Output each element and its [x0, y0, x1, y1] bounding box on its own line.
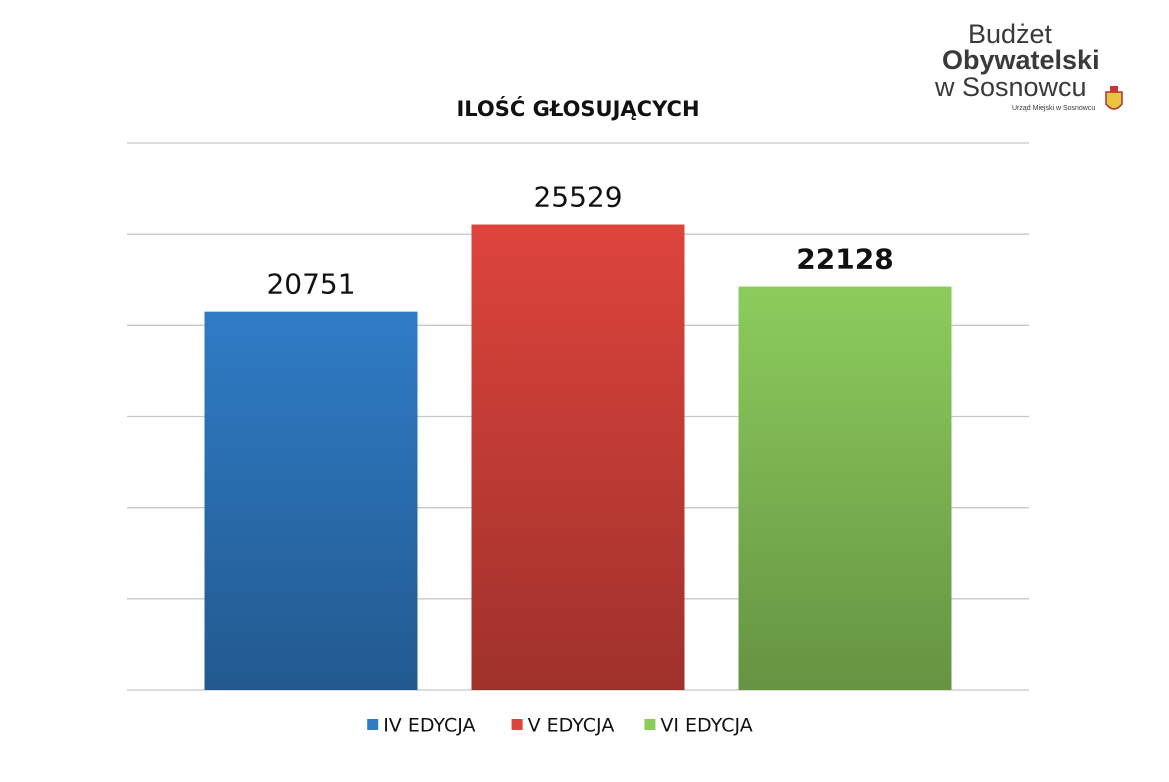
logo-caption: Urząd Miejski w Sosnowcu	[1012, 105, 1095, 112]
legend-label: VI EDYCJA	[660, 715, 752, 737]
logo-line: w Sosnowcu	[934, 72, 1087, 102]
logo-line: Budżet	[968, 19, 1053, 49]
value-label: 22128	[796, 243, 893, 276]
legend-swatch	[644, 719, 656, 730]
legend-label: V EDYCJA	[528, 715, 615, 737]
chart-title: ILOŚĆ GŁOSUJĄCYCH	[456, 96, 699, 121]
logo-crest	[1105, 86, 1123, 110]
bar-shade	[471, 224, 685, 690]
legend-swatch	[511, 719, 523, 730]
legend-label: IV EDYCJA	[383, 715, 475, 737]
value-label: 25529	[533, 181, 622, 214]
logo-line: Obywatelski	[942, 45, 1100, 75]
bar-shade	[738, 286, 952, 690]
legend-swatch	[367, 719, 379, 730]
value-label: 20751	[266, 268, 355, 301]
bar-shade	[204, 311, 418, 690]
